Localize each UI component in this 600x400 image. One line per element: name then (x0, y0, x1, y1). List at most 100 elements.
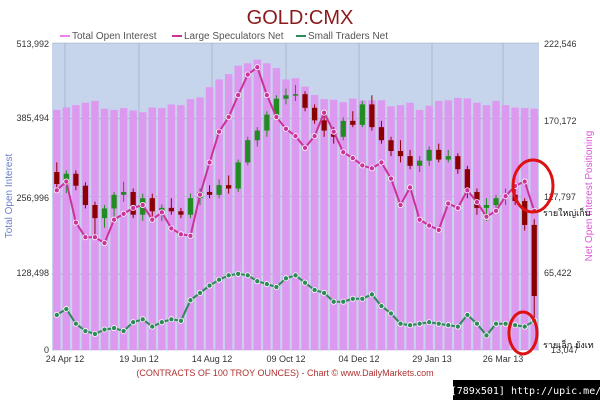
candle-body (378, 127, 385, 141)
left-tick-label: 128,498 (16, 268, 49, 278)
large-speculators-point (53, 187, 60, 194)
small-traders-point (263, 281, 270, 288)
large-speculators-point (82, 234, 89, 241)
credit-banner (453, 380, 600, 400)
small-traders-point (416, 320, 423, 327)
large-speculators-point (130, 204, 137, 211)
candle-body (445, 156, 451, 160)
large-speculators-point (426, 222, 433, 229)
open-interest-bar (349, 98, 357, 350)
large-speculators-point (111, 216, 118, 223)
image-host-credit: [789x501] http://upic.me/ (451, 386, 600, 397)
candle-body (531, 224, 537, 296)
small-traders-point (464, 311, 471, 318)
left-tick-label: 256,996 (16, 193, 49, 203)
small-traders-point (349, 295, 356, 302)
small-traders-point (502, 320, 509, 327)
left-axis-ticks: 513,992 385,494 256,996 128,498 0 (16, 39, 49, 355)
x-axis-ticks: 24 Apr 12 19 Jun 12 14 Aug 12 09 Oct 12 … (46, 354, 524, 364)
small-traders-point (158, 319, 165, 326)
small-traders-point (111, 325, 118, 332)
large-speculators-point (445, 200, 452, 207)
open-interest-bar (272, 68, 281, 351)
large-speculators-point (416, 216, 423, 223)
large-speculators-point (502, 193, 509, 200)
open-interest-bar (492, 100, 500, 351)
candle-body (426, 149, 432, 161)
small-traders-point (177, 317, 184, 324)
large-speculators-point (158, 209, 165, 216)
candle-body (245, 140, 251, 163)
small-traders-point (225, 272, 232, 279)
annotation-small: รายเล็ก ยังเท (543, 338, 594, 351)
candle-body (130, 191, 136, 215)
open-interest-bar (234, 65, 242, 350)
open-interest-bar (444, 100, 453, 351)
large-speculators-point (216, 128, 223, 135)
small-traders-point (493, 320, 500, 327)
large-speculators-point (521, 178, 528, 185)
small-traders-point (445, 322, 452, 329)
chart-title: GOLD:CMX (247, 7, 354, 29)
small-traders-point (187, 297, 194, 304)
candle-body (264, 114, 270, 131)
large-speculators-point (206, 159, 213, 166)
small-traders-point (311, 286, 318, 293)
large-speculators-point (91, 234, 98, 241)
x-tick-label: 24 Apr 12 (46, 354, 85, 364)
open-interest-bar (482, 105, 491, 351)
candle-body (455, 156, 461, 170)
small-traders-point (216, 276, 223, 283)
large-speculators-point (254, 64, 261, 71)
open-interest-bar (435, 100, 443, 351)
candle-body (235, 162, 241, 189)
x-tick-label: 14 Aug 12 (192, 354, 233, 364)
small-traders-point (235, 270, 242, 277)
large-speculators-point (387, 175, 394, 182)
small-traders-point (512, 322, 519, 329)
candle-body (216, 185, 222, 195)
large-speculators-point (359, 162, 366, 169)
left-tick-label: 513,992 (16, 39, 49, 49)
left-tick-label: 0 (44, 345, 49, 355)
open-interest-bar (129, 110, 137, 350)
right-tick-label: 170,172 (544, 116, 577, 126)
small-traders-point (387, 310, 394, 317)
small-traders-point (130, 319, 137, 326)
candle-body (120, 191, 127, 195)
large-speculators-point (483, 213, 490, 220)
legend-label-large-speculators: Large Speculators Net (184, 31, 284, 42)
small-traders-point (407, 322, 414, 329)
small-traders-point (149, 323, 156, 330)
annotation-large: รายใหญ่เก็บ (543, 206, 591, 219)
candle-body (311, 107, 318, 121)
legend: Total Open Interest Large Speculators Ne… (60, 31, 388, 42)
x-tick-label: 19 Jun 12 (119, 354, 159, 364)
candle-body (321, 120, 327, 131)
small-traders-point (254, 278, 261, 285)
small-traders-point (139, 316, 146, 323)
candle-body (73, 173, 79, 186)
open-interest-bar (406, 102, 414, 350)
open-interest-bar (368, 100, 376, 351)
open-interest-bar (282, 79, 290, 351)
large-speculators-point (435, 226, 442, 233)
large-speculators-point (168, 225, 175, 232)
large-speculators-point (340, 149, 347, 156)
small-traders-point (101, 326, 108, 333)
large-speculators-point (225, 114, 232, 121)
small-traders-point (273, 284, 280, 291)
right-axis-title: Net Open Interest Positioning (584, 131, 595, 262)
small-traders-point (206, 282, 213, 289)
large-speculators-point (349, 155, 356, 162)
open-interest-bar (263, 63, 271, 351)
large-speculators-point (368, 165, 375, 172)
candle-body (292, 94, 299, 96)
large-speculators-point (235, 92, 242, 99)
open-interest-bar (62, 107, 71, 350)
small-traders-point (292, 272, 299, 279)
large-speculators-point (493, 207, 500, 214)
candle-body (226, 185, 232, 189)
small-traders-point (72, 320, 79, 327)
open-interest-bar (473, 102, 481, 350)
